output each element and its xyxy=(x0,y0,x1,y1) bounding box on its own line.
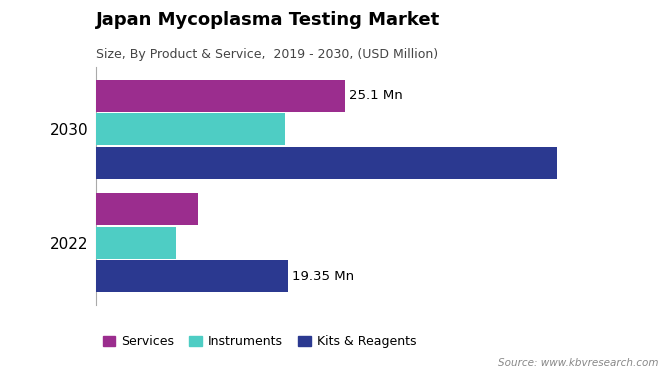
Text: Japan Mycoplasma Testing Market: Japan Mycoplasma Testing Market xyxy=(96,11,441,29)
Bar xyxy=(96,193,198,225)
Text: Source: www.kbvresearch.com: Source: www.kbvresearch.com xyxy=(498,358,658,368)
Bar xyxy=(96,113,285,145)
Legend: Services, Instruments, Kits & Reagents: Services, Instruments, Kits & Reagents xyxy=(98,330,421,353)
Bar xyxy=(96,147,557,179)
Bar xyxy=(96,260,288,292)
Text: 19.35 Mn: 19.35 Mn xyxy=(292,270,354,282)
Bar xyxy=(96,227,176,259)
Text: Size, By Product & Service,  2019 - 2030, (USD Million): Size, By Product & Service, 2019 - 2030,… xyxy=(96,48,438,61)
Bar xyxy=(96,80,345,112)
Text: 25.1 Mn: 25.1 Mn xyxy=(349,90,403,102)
